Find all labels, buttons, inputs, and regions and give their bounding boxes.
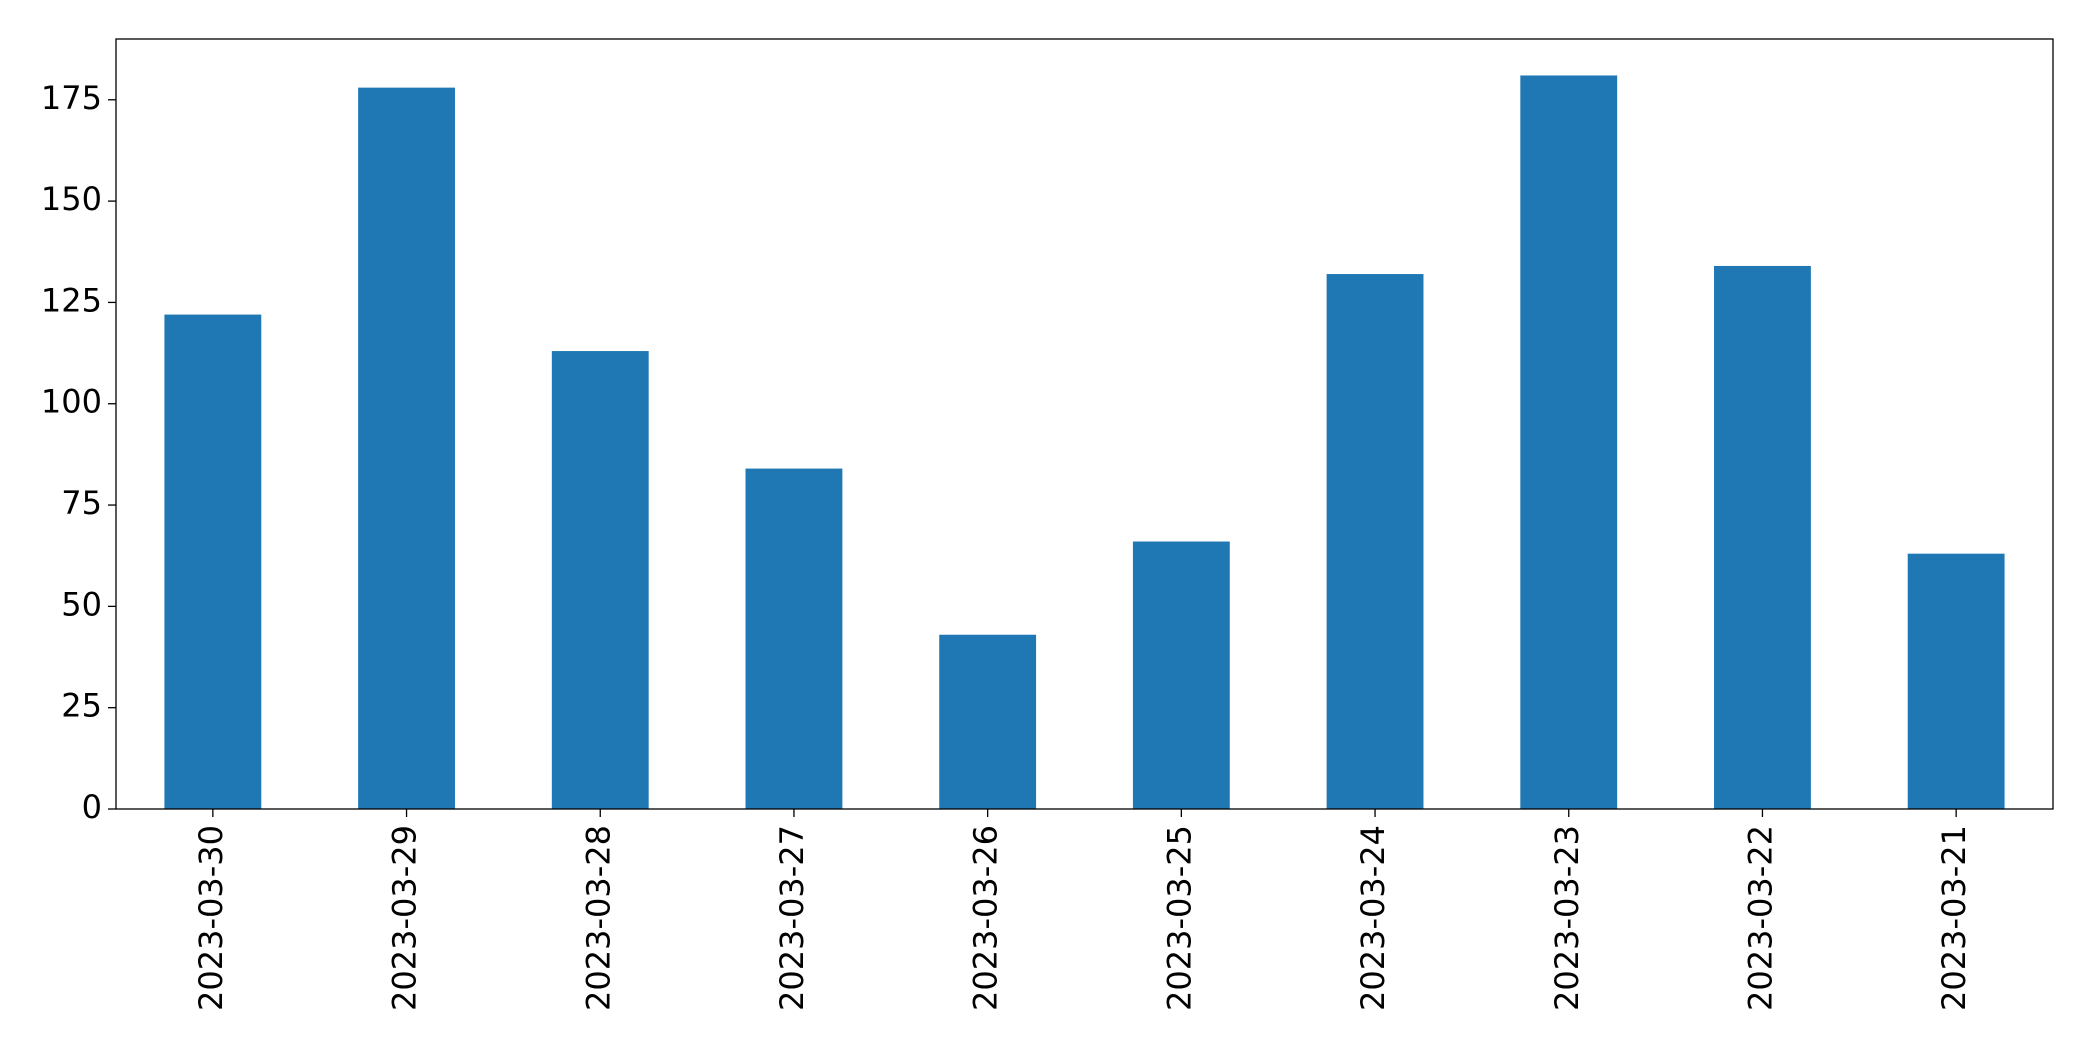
bar (939, 634, 1037, 809)
x-tick-label: 2023-03-29 (386, 825, 424, 1011)
y-tick-label: 100 (41, 383, 102, 421)
bar (1326, 274, 1424, 810)
x-tick-label: 2023-03-22 (1741, 825, 1779, 1011)
y-tick-label: 25 (61, 687, 102, 725)
bar (164, 314, 262, 809)
x-tick-label: 2023-03-28 (579, 825, 617, 1011)
plot-frame (115, 38, 2054, 810)
x-tick-label: 2023-03-21 (1935, 825, 1973, 1011)
x-tick-label: 2023-03-25 (1160, 825, 1198, 1011)
x-tick-label: 2023-03-23 (1548, 825, 1586, 1011)
x-tick-label: 2023-03-26 (967, 825, 1005, 1011)
y-tick-label: 0 (82, 788, 102, 826)
bar (1714, 265, 1811, 809)
y-tick-label: 175 (41, 79, 102, 117)
y-tick-label: 75 (61, 484, 102, 522)
x-tick-label: 2023-03-27 (773, 825, 811, 1011)
y-tick-label: 50 (61, 585, 102, 623)
bar (1907, 553, 2005, 809)
bar (1132, 541, 1230, 809)
x-tick-label: 2023-03-30 (192, 825, 230, 1011)
y-tick-label: 150 (41, 180, 102, 218)
y-tick-label: 125 (41, 281, 102, 319)
bar (1520, 75, 1618, 809)
bar (745, 468, 843, 809)
bar (551, 351, 649, 809)
x-tick-label: 2023-03-24 (1354, 825, 1392, 1011)
bar (358, 87, 455, 809)
